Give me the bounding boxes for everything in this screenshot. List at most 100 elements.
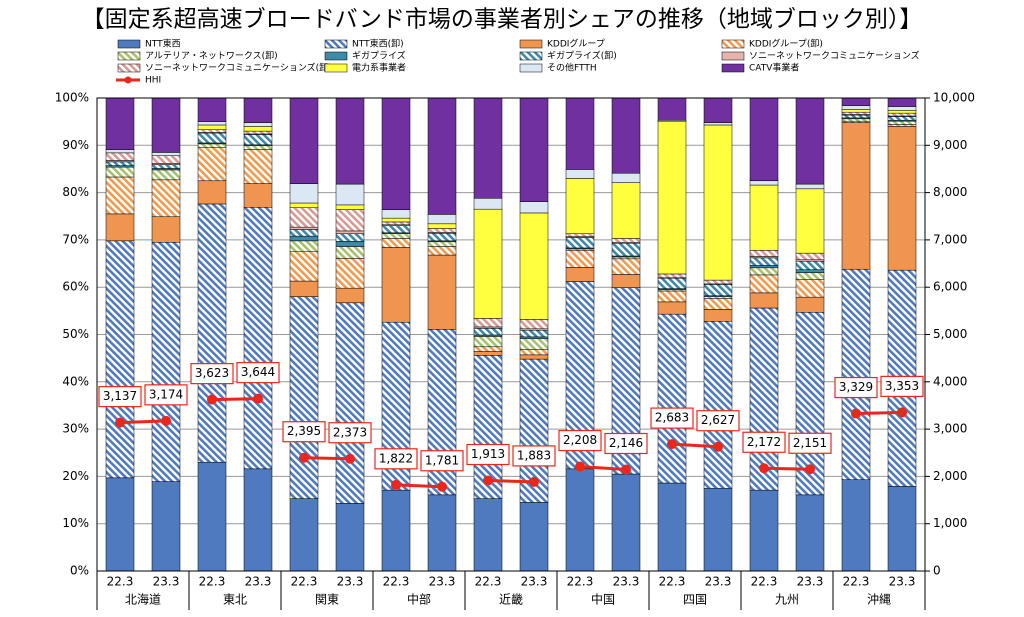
bar-segment (611, 242, 641, 257)
data-label-box (650, 407, 694, 429)
bar-segment (565, 97, 595, 170)
bar-segment (105, 149, 135, 154)
y2-tick-label: 5,000 (933, 327, 967, 341)
group-label: 東北 (223, 593, 247, 607)
bar-segment (887, 97, 917, 107)
line-point (529, 476, 539, 487)
line-point (713, 441, 723, 452)
bar-segment (243, 145, 273, 150)
bar-segment (335, 233, 365, 242)
x-tick-label: 22.3 (567, 575, 594, 589)
group-label: 中部 (407, 592, 431, 607)
bar-segment (381, 225, 411, 234)
bar-segment (519, 212, 549, 320)
line (303, 456, 351, 461)
data-label: 2,146 (609, 436, 643, 450)
group-label: 北海道 (125, 592, 161, 607)
legend-label: その他FTTH (547, 62, 597, 74)
data-label-box (374, 448, 418, 470)
bar-segment (887, 106, 917, 111)
bar-segment (151, 179, 181, 217)
bar-segment (289, 97, 319, 184)
bar-segment (289, 251, 319, 282)
bar-segment (289, 229, 319, 237)
bar-segment (519, 502, 549, 572)
data-label: 3,623 (195, 366, 229, 380)
bar-segment (749, 292, 779, 309)
bar-segment (427, 494, 457, 572)
bar-segment (381, 217, 411, 223)
legend-label: ギガプライズ(卸) (547, 50, 617, 62)
y2-tick-label: 10,000 (933, 91, 975, 105)
data-label: 3,329 (839, 380, 873, 394)
bar-segment (335, 204, 365, 210)
bar-segment (887, 110, 917, 114)
y-tick-label: 70% (62, 232, 89, 246)
bar-segment (473, 328, 503, 336)
x-tick-label: 23.3 (337, 575, 364, 589)
bar-segment (427, 223, 457, 229)
bar-segment (473, 97, 503, 199)
bar-segment (749, 267, 779, 276)
line-point (667, 439, 677, 450)
bar-segment (565, 233, 595, 237)
bar-segment (151, 164, 181, 169)
bar-segment (197, 132, 227, 144)
bar-segment (335, 287, 365, 304)
bar-segment (887, 120, 917, 125)
bar-segment (749, 184, 779, 251)
bar-segment (841, 109, 871, 113)
y-tick-label: 80% (62, 185, 89, 199)
y-tick-label: 10% (62, 516, 89, 530)
bar-segment (657, 97, 687, 121)
group-label: 中国 (591, 592, 615, 607)
legend-swatch (721, 51, 745, 61)
bar-segment (703, 487, 733, 572)
data-label-box (144, 384, 188, 406)
plot-frame (96, 97, 926, 572)
bar-segment (243, 126, 273, 132)
bar-segment (519, 349, 549, 356)
bar-segment (611, 274, 641, 288)
bar-segment (565, 178, 595, 235)
line (211, 397, 259, 402)
data-label: 2,208 (563, 433, 597, 447)
bar-segment (473, 346, 503, 352)
y-tick-label: 30% (62, 422, 89, 436)
bar-segment (657, 120, 687, 275)
bar-segment (795, 269, 825, 273)
bar-segment (243, 122, 273, 127)
bar-segment (243, 468, 273, 572)
bar-segment (841, 118, 871, 122)
bar-segment (611, 256, 641, 260)
legend-label: ギガプライズ (352, 50, 406, 62)
bar-segment (565, 169, 595, 179)
line-point (253, 393, 263, 404)
bar-segment (335, 302, 365, 504)
bar-segment (749, 180, 779, 186)
bar-segment (243, 183, 273, 208)
bar-segment (519, 338, 549, 350)
bar-segment (197, 143, 227, 148)
group-label: 関東 (315, 593, 339, 607)
line-point (391, 479, 401, 490)
data-label-box (466, 443, 510, 466)
line-point (897, 407, 907, 418)
bar-segment (381, 238, 411, 248)
bar-segment (749, 97, 779, 182)
bar-segment (243, 97, 273, 123)
line-point (621, 464, 631, 475)
bar-segment (105, 152, 135, 161)
legend-swatch (519, 63, 543, 73)
data-label: 2,373 (333, 425, 367, 439)
x-tick-label: 23.3 (705, 575, 732, 589)
line-point (161, 415, 171, 426)
legend-label: KDDIグループ (547, 38, 605, 50)
bar-segment (749, 257, 779, 266)
data-label-box (282, 421, 326, 443)
data-label-box (558, 429, 602, 452)
bar-segment (795, 279, 825, 298)
bar-segment (841, 122, 871, 270)
bar-segment (795, 494, 825, 572)
y-tick-label: 20% (62, 469, 89, 483)
